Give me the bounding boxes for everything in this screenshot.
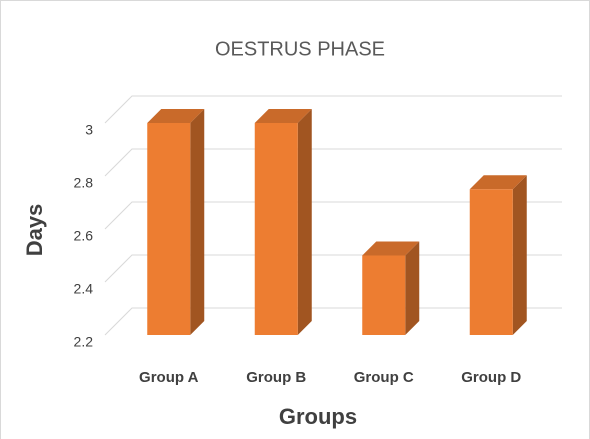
grid-line (104, 95, 562, 124)
x-tick-label: Group C (354, 369, 414, 386)
bar (362, 241, 420, 335)
bar-side (405, 241, 420, 335)
x-axis-title: Groups (279, 404, 357, 429)
bar-top (254, 109, 312, 123)
bar-front (469, 189, 513, 335)
bar-top (147, 109, 205, 123)
x-tick-label: Group D (461, 369, 521, 386)
bar-side (190, 109, 205, 335)
bar-side (512, 175, 527, 335)
y-tick-label: 2.2 (74, 334, 94, 350)
y-axis-title: Days (22, 204, 47, 257)
grid-line (104, 148, 562, 177)
grid-line (104, 201, 562, 230)
bar-side (297, 109, 312, 335)
bar (469, 175, 527, 335)
bar-front (147, 123, 191, 335)
bar (254, 109, 312, 335)
x-tick-label: Group A (139, 369, 199, 386)
bar-front (254, 123, 298, 335)
chart-title: OESTRUS PHASE (215, 38, 385, 60)
y-tick-label: 2.6 (74, 228, 94, 244)
y-tick-label: 3 (85, 122, 93, 138)
bar-front (362, 255, 406, 335)
bar (147, 109, 205, 335)
y-tick-label: 2.8 (74, 175, 94, 191)
bar-top (469, 175, 527, 190)
x-tick-label: Group B (246, 369, 306, 386)
y-tick-label: 2.4 (74, 281, 94, 297)
bar-top (362, 241, 420, 256)
